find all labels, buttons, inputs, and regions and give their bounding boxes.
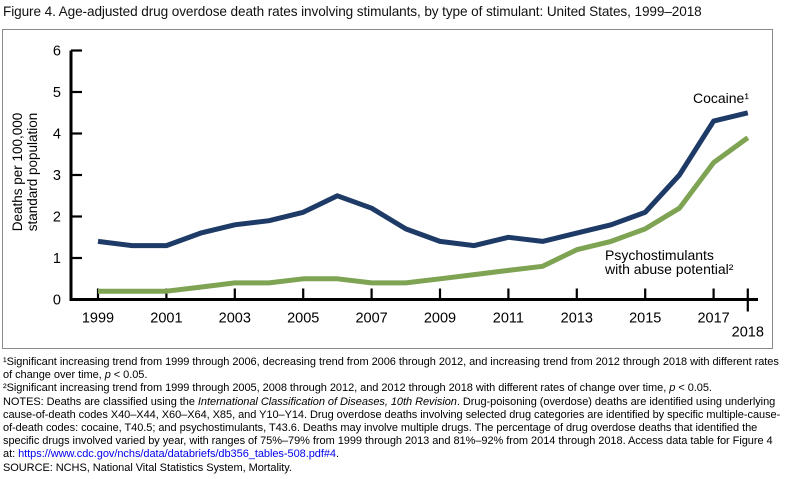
cocaine-label: Cocaine¹	[693, 90, 749, 106]
footnote-italic-text: p	[669, 382, 676, 395]
figure-title: Figure 4. Age-adjusted drug overdose dea…	[3, 4, 702, 19]
psychostimulants-line	[98, 135, 750, 294]
footnote: ¹Significant increasing trend from 1999 …	[3, 356, 783, 382]
y-tick-label: 4	[53, 127, 61, 143]
y-tick-label: 2	[53, 210, 61, 226]
x-tick-label: 2005	[287, 311, 319, 327]
y-tick-label: 0	[53, 293, 61, 309]
cocaine-line	[97, 110, 749, 249]
x-tick-label: 2001	[150, 311, 182, 327]
psychostimulants-label: with abuse potential²	[604, 261, 734, 277]
footnote: SOURCE: NCHS, National Vital Statistics …	[3, 462, 783, 475]
footnote-text: < 0.05.	[675, 382, 712, 395]
x-tick-label: 2003	[219, 311, 251, 327]
chart-frame: 0 1 2 3 4 5 6 1999 2001 2003 2005 2007 2009 2011 2013 2…	[2, 29, 773, 349]
footnote: NOTES: Deaths are classified using the I…	[3, 396, 783, 462]
y-tick-label: 5	[53, 85, 61, 101]
footnote-italic-text: International Classification of Diseases…	[197, 395, 457, 408]
psychostimulants-label: Psychostimulants	[605, 247, 714, 263]
footnote-text: < 0.05.	[110, 369, 148, 382]
x-tick-label: 2018	[732, 325, 764, 341]
data-table-link[interactable]: https://www.cdc.gov/nchs/data/databriefs…	[18, 448, 336, 461]
y-tick-label: 1	[53, 251, 61, 267]
x-tick-label: 1999	[82, 311, 114, 327]
y-axis-title: Deaths per 100,000	[10, 113, 25, 232]
x-tick-label: 2011	[493, 311, 524, 327]
footnote-text: ¹Significant increasing trend from 1999 …	[3, 356, 779, 382]
x-tick-label: 2009	[424, 311, 456, 327]
footnotes: ¹Significant increasing trend from 1999 …	[3, 356, 783, 475]
y-tick-label: 3	[53, 168, 61, 184]
footnote: ²Significant increasing trend from 1999 …	[3, 382, 783, 395]
footnote-text: . Drug-poisoning (overdose) deaths are i…	[3, 395, 781, 461]
figure-chart: 0 1 2 3 4 5 6 1999 2001 2003 2005 2007 2009 2011 2013 2…	[10, 44, 764, 341]
x-tick-label: 2007	[355, 311, 387, 327]
x-tick-label: 2013	[561, 311, 593, 327]
x-tick-label: 2015	[629, 311, 661, 327]
y-tick-label: 6	[53, 44, 61, 60]
x-tick-label: 2017	[697, 311, 729, 327]
y-axis-title: standard population	[25, 113, 40, 232]
footnote-text: SOURCE: NCHS, National Vital Statistics …	[3, 461, 292, 474]
footnote-italic-text: p	[104, 369, 111, 382]
footnote-text: .	[336, 448, 340, 461]
footnote-text: NOTES: Deaths are classified using the	[3, 395, 198, 408]
footnote-text: ²Significant increasing trend from 1999 …	[3, 382, 670, 395]
